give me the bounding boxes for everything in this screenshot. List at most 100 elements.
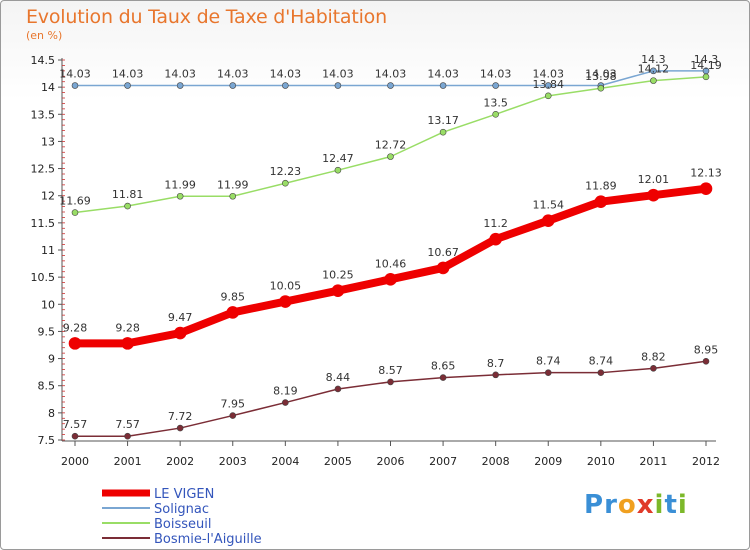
x-tick-label: 2011 [639, 455, 667, 468]
y-tick-label: 13.5 [31, 108, 56, 121]
data-label: 9.47 [168, 311, 193, 324]
y-tick-label: 14.5 [31, 54, 56, 67]
data-label: 13.5 [483, 96, 508, 109]
y-tick-label: 8 [48, 407, 55, 420]
data-point [71, 209, 79, 216]
data-label: 14.03 [59, 68, 91, 81]
data-label: 10.67 [427, 246, 459, 259]
data-label: 14.03 [480, 68, 512, 81]
data-point [176, 424, 184, 432]
x-tick-label: 2003 [219, 455, 247, 468]
data-label: 14.3 [694, 53, 719, 66]
data-label: 9.28 [63, 321, 88, 334]
data-point [121, 337, 134, 350]
logo-letter: x [636, 490, 655, 520]
data-label: 14.03 [533, 68, 565, 81]
data-point [282, 399, 289, 406]
data-label: 11.69 [59, 195, 91, 208]
data-label: 11.81 [112, 188, 144, 201]
data-label: 8.95 [694, 343, 719, 356]
y-tick-label: 14 [41, 81, 55, 94]
y-tick-label: 9.5 [38, 325, 56, 338]
data-point [173, 326, 187, 340]
data-label: 8.65 [431, 360, 456, 373]
data-label: 10.46 [375, 257, 407, 270]
data-label: 8.57 [378, 364, 403, 377]
logo-letter: i [654, 490, 665, 520]
data-label: 14.03 [427, 68, 459, 81]
data-point [124, 202, 131, 210]
data-point [334, 82, 342, 89]
data-label: 14.03 [112, 68, 144, 81]
data-point [492, 110, 499, 118]
x-tick-label: 2008 [482, 455, 510, 468]
data-point [544, 82, 552, 89]
x-tick-label: 2001 [114, 455, 142, 468]
x-tick-label: 2005 [324, 455, 352, 468]
data-label: 14.03 [322, 68, 354, 81]
data-label: 14.03 [270, 68, 302, 81]
data-label: 10.25 [322, 269, 354, 282]
data-label: 8.19 [273, 385, 298, 398]
data-point [702, 357, 710, 365]
logo-letter: o [617, 490, 637, 520]
data-point [489, 232, 502, 246]
data-label: 13.84 [533, 78, 565, 91]
y-tick-label: 13 [41, 135, 55, 148]
y-tick-label: 12.5 [31, 163, 56, 176]
data-point [282, 179, 289, 187]
data-point [544, 92, 552, 100]
data-point [387, 378, 394, 386]
chart-title: Evolution du Taux de Taxe d'Habitation [26, 6, 387, 28]
legend-entry: LE VIGEN [154, 487, 214, 502]
data-label: 14.12 [638, 63, 670, 76]
data-label: 7.57 [115, 418, 140, 431]
data-point [282, 82, 289, 89]
data-label: 9.28 [115, 321, 140, 334]
x-tick-label: 2007 [429, 455, 457, 468]
data-label: 8.7 [487, 357, 505, 370]
data-point [176, 192, 184, 200]
data-label: 7.72 [168, 410, 193, 423]
data-label: 12.72 [375, 139, 407, 152]
legend-entry: Bosmie-l'Aiguille [154, 532, 262, 547]
data-label: 8.74 [589, 355, 614, 368]
data-point [124, 82, 131, 89]
x-tick-label: 2000 [61, 455, 89, 468]
data-point [650, 365, 657, 372]
data-point [279, 295, 292, 308]
data-point [384, 273, 397, 286]
data-point [176, 82, 184, 89]
y-tick-label: 10 [41, 298, 55, 311]
data-label: 12.01 [638, 173, 670, 186]
data-label: 14.3 [641, 53, 666, 66]
data-label: 14.03 [217, 68, 249, 81]
x-tick-label: 2009 [534, 455, 562, 468]
data-point [229, 192, 237, 200]
data-point [334, 385, 342, 393]
data-point [439, 128, 447, 136]
legend-entry: Solignac [154, 502, 209, 517]
chart-subtitle: (en %) [26, 29, 63, 42]
data-point [650, 77, 657, 84]
data-label: 14.03 [585, 68, 617, 81]
data-point [597, 84, 605, 92]
data-point [124, 432, 131, 440]
logo-letter: r [604, 490, 618, 520]
data-label: 14.03 [375, 68, 407, 81]
data-label: 7.95 [221, 398, 246, 411]
data-point [71, 432, 79, 440]
data-point [647, 188, 660, 202]
data-label: 14.03 [164, 68, 196, 81]
y-tick-label: 12 [41, 190, 55, 203]
data-point [229, 82, 237, 89]
y-tick-label: 8.5 [38, 380, 56, 393]
data-point [544, 369, 552, 376]
data-point [541, 214, 555, 227]
y-tick-label: 11 [41, 244, 55, 257]
data-point [71, 82, 79, 89]
data-point [492, 82, 499, 89]
data-label: 12.13 [690, 167, 722, 180]
data-label: 13.98 [585, 70, 617, 83]
